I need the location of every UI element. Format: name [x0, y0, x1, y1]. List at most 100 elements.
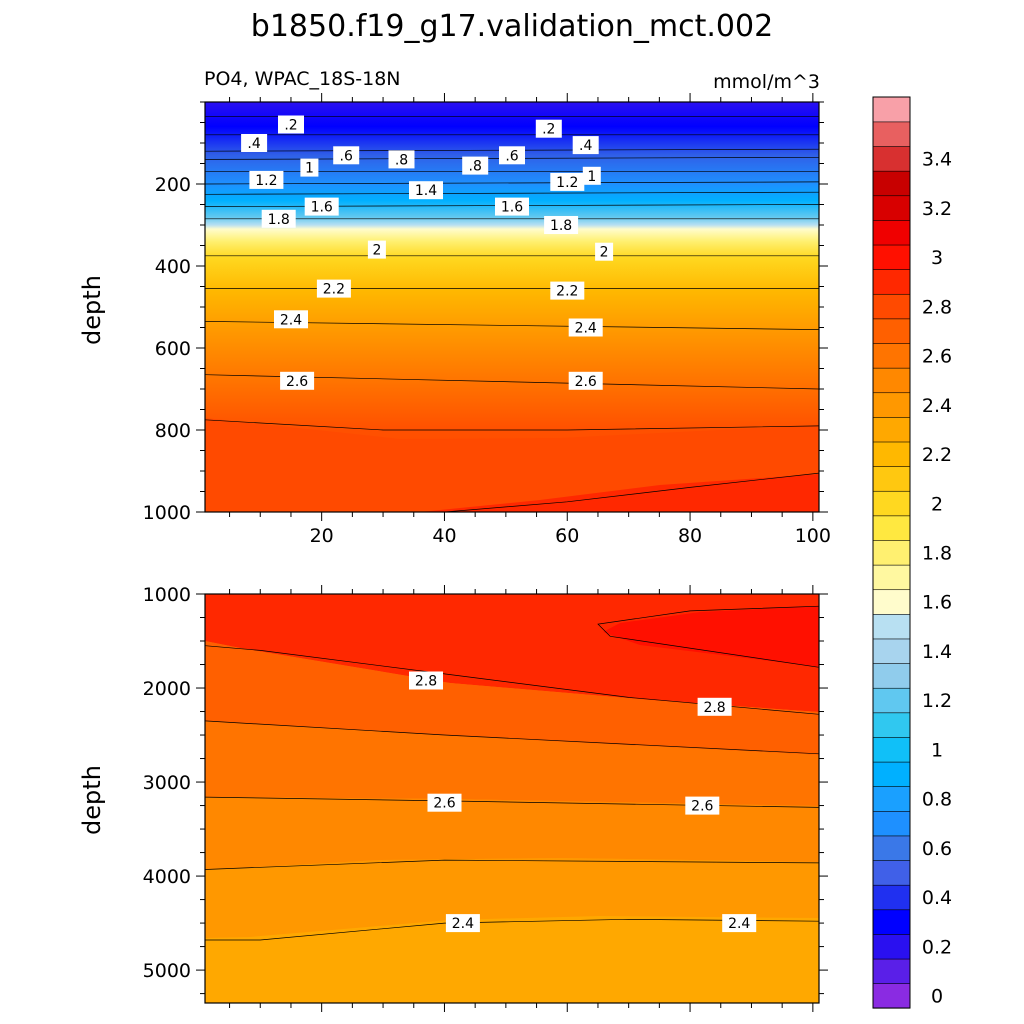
- y-tick-label: 800: [155, 420, 191, 442]
- contour-label: 2.8: [703, 700, 725, 716]
- contour-label-box: [568, 318, 603, 337]
- x-tick-label: 80: [678, 525, 702, 547]
- colorbar-swatch: [872, 96, 911, 123]
- contour-label-box: [367, 240, 386, 259]
- lower-y-axis-label: depth: [78, 765, 106, 835]
- y-tick-label: 4000: [143, 866, 191, 888]
- contour-label: 2.6: [286, 374, 308, 390]
- colorbar-label: 2.2: [922, 444, 952, 466]
- contour-line: [444, 472, 820, 513]
- lower-max-region: [603, 606, 819, 667]
- colorbar-swatch: [872, 638, 911, 664]
- colorbar-swatch: [872, 589, 911, 615]
- contour-label: 1.2: [556, 175, 578, 191]
- contour-label: 1: [305, 161, 314, 177]
- y-tick-label: 3000: [143, 772, 191, 794]
- contour-label: 2.4: [280, 312, 302, 328]
- colorbar-label: 0.2: [922, 936, 952, 958]
- colorbar-swatch: [872, 958, 911, 984]
- y-tick-label: 400: [155, 256, 191, 278]
- colorbar-swatch: [872, 712, 911, 738]
- colorbar-label: 1.4: [922, 641, 952, 663]
- colorbar-swatch: [872, 687, 911, 714]
- contour-label-box: [568, 371, 603, 390]
- lower-x-axis: [229, 585, 814, 1012]
- contour-label: .2: [542, 122, 555, 138]
- upper-y-axis-label: depth: [78, 275, 106, 345]
- contour-label: .8: [395, 152, 408, 168]
- colorbar-swatch: [872, 490, 911, 517]
- contour-line: [204, 419, 820, 431]
- colorbar-label: 0.8: [922, 789, 952, 811]
- upper-left-label: PO4, WPAC_18S-18N: [204, 68, 401, 90]
- colorbar-label: 1: [931, 740, 943, 762]
- contour-label-box: [550, 281, 585, 300]
- colorbar-swatch: [872, 761, 911, 788]
- upper-max-region: [420, 474, 819, 512]
- contour-label-box: [409, 671, 443, 690]
- upper-x-axis: 20 40 60 80 100: [229, 93, 831, 547]
- colorbar-swatch: [872, 466, 911, 492]
- colorbar-label: 2.6: [922, 346, 952, 368]
- colorbar-swatch: [872, 539, 911, 566]
- lower-panel: 2.82.82.6 2.62.4 2.4 10002000300040005000 …: [78, 584, 828, 1012]
- colorbar-label: 0.6: [922, 838, 952, 860]
- colorbar-swatch: [872, 121, 911, 147]
- contour-label-box: [409, 181, 443, 200]
- contour-label-box: [280, 371, 315, 390]
- upper-contour-labels: .2 .2 .4 .4 .6 .6 .8 .8 1 1 1.2 1.2 1.4 1.6 1.6 1.8 1.8 2…: [241, 115, 614, 390]
- colorbar-swatch: [872, 145, 911, 172]
- colorbar-label: 1.2: [922, 690, 952, 712]
- contour-label: 1.8: [550, 218, 572, 234]
- colorbar-swatch: [872, 933, 911, 960]
- contour-label: 2.4: [452, 916, 474, 932]
- contour-line: [204, 645, 820, 715]
- x-tick-label: 100: [795, 525, 831, 547]
- y-tick-label: 1000: [143, 584, 191, 606]
- y-tick-label: 600: [155, 338, 191, 360]
- colorbar-swatch: [872, 392, 911, 418]
- contour-label: 1.2: [255, 173, 277, 189]
- contour-line: [204, 191, 820, 195]
- contour-label-box: [427, 793, 462, 812]
- colorbar-swatch: [872, 342, 911, 369]
- contour-label: 2.6: [433, 796, 455, 812]
- lower-band-2-8: [205, 641, 819, 755]
- contour-label-box: [697, 697, 732, 716]
- contour-label: .6: [505, 148, 518, 164]
- contour-label-box: [722, 914, 757, 933]
- contour-label-box: [388, 150, 415, 169]
- contour-label: 2.4: [575, 321, 597, 337]
- x-tick-label: 40: [432, 525, 456, 547]
- colorbar-swatch: [872, 318, 911, 344]
- contour-label-box: [572, 136, 599, 155]
- contour-label-box: [274, 310, 308, 329]
- contour-label-box: [300, 158, 319, 177]
- colorbar-swatch: [872, 441, 911, 467]
- colorbar-label: 2: [931, 493, 943, 515]
- colorbar-swatch: [872, 909, 911, 935]
- contour-label: .2: [284, 118, 297, 134]
- contour-line: [204, 859, 820, 870]
- contour-label: 2.8: [415, 674, 437, 690]
- contour-label: .6: [340, 148, 353, 164]
- upper-y-axis: 200 400 600 800 1000: [143, 101, 828, 524]
- contour-label-box: [333, 146, 360, 165]
- contour-label-box: [261, 209, 296, 228]
- colorbar-swatch: [872, 662, 911, 689]
- colorbar-swatch: [872, 884, 911, 911]
- contour-label: 1: [587, 169, 596, 185]
- x-tick-label: 60: [555, 525, 579, 547]
- colorbar-swatch: [872, 170, 911, 197]
- colorbar-swatch: [872, 195, 911, 221]
- colorbar-swatch: [872, 810, 911, 837]
- contour-label: 2.2: [556, 284, 578, 300]
- contour-label-box: [241, 134, 268, 152]
- y-tick-label: 200: [155, 174, 191, 196]
- contour-label: 2: [600, 245, 609, 261]
- colorbar-swatch: [872, 293, 911, 320]
- colorbar-label: 2.8: [922, 296, 952, 318]
- contour-label-box: [304, 197, 339, 216]
- lower-band-2-6: [205, 797, 819, 870]
- contour-label: .8: [469, 159, 482, 175]
